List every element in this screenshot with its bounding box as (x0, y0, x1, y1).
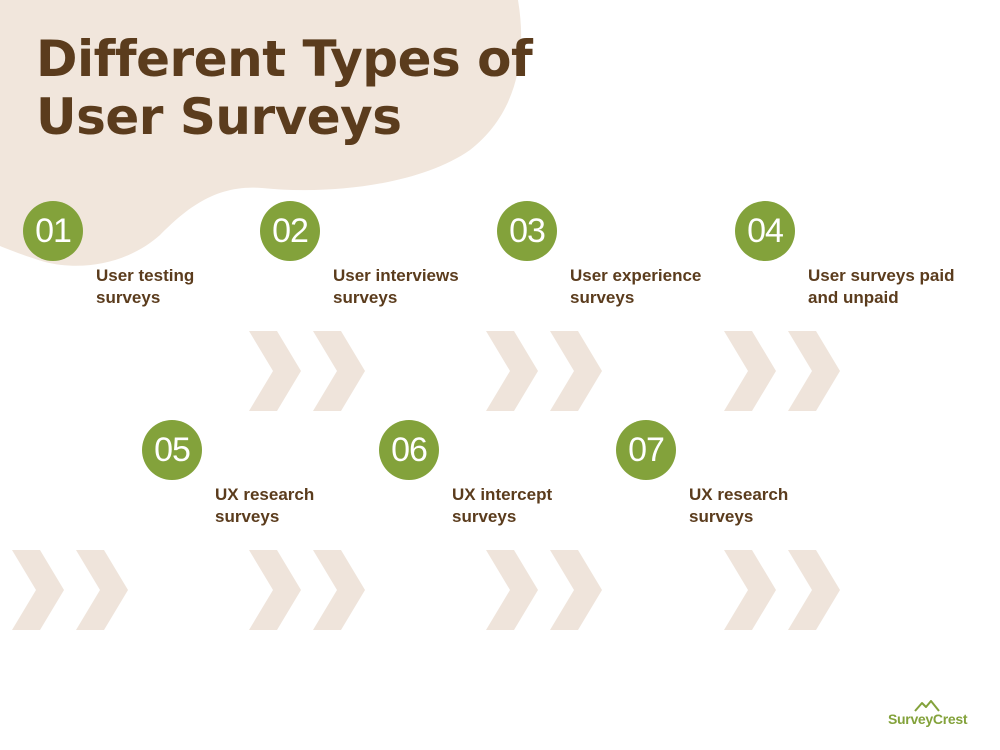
step-01: 01 User testing surveys (23, 201, 223, 321)
mountain-logo-icon (914, 700, 940, 712)
double-chevron-right-icon (724, 550, 840, 630)
step-label-line-1: User experience (570, 266, 702, 285)
step-number-badge: 01 (23, 201, 83, 261)
step-label-line-2: surveys (333, 288, 398, 307)
step-label-line-2: surveys (96, 288, 161, 307)
step-label: UX research surveys (215, 484, 395, 528)
brand-name: SurveyCrest (888, 711, 968, 727)
step-03: 03 User experience surveys (497, 201, 701, 321)
step-label-line-1: UX research (689, 485, 789, 504)
step-02: 02 User interviews surveys (260, 201, 460, 321)
title-line-2: User Surveys (36, 88, 402, 146)
step-number-badge: 02 (260, 201, 320, 261)
step-number-badge: 03 (497, 201, 557, 261)
surveycrest-logo: SurveyCrest (888, 700, 978, 730)
double-chevron-right-icon (12, 550, 128, 630)
title-line-1: Different Types of (36, 30, 533, 88)
step-number-badge: 04 (735, 201, 795, 261)
step-label-line-2: surveys (452, 507, 517, 526)
step-label-line-2: surveys (570, 288, 635, 307)
step-number-badge: 06 (379, 420, 439, 480)
step-05: 05 UX research surveys (142, 420, 342, 540)
step-number-badge: 05 (142, 420, 202, 480)
step-label-line-1: User interviews (333, 266, 459, 285)
step-04: 04 User surveys paid and unpaid (735, 201, 954, 321)
page-title: Different Types of User Surveys (36, 30, 533, 146)
double-chevron-right-icon (486, 331, 602, 411)
step-label: UX intercept surveys (452, 484, 632, 528)
step-label: UX research surveys (689, 484, 869, 528)
step-number-badge: 07 (616, 420, 676, 480)
step-label-line-2: surveys (215, 507, 280, 526)
step-label-line-1: User surveys paid (808, 266, 955, 285)
step-label-line-2: surveys (689, 507, 754, 526)
step-label-line-2: and unpaid (808, 288, 899, 307)
step-07: 07 UX research surveys (616, 420, 816, 540)
step-label: User testing surveys (96, 265, 276, 309)
step-label: User interviews surveys (333, 265, 513, 309)
double-chevron-right-icon (724, 331, 840, 411)
double-chevron-right-icon (249, 550, 365, 630)
double-chevron-right-icon (486, 550, 602, 630)
step-06: 06 UX intercept surveys (379, 420, 579, 540)
step-label-line-1: User testing (96, 266, 195, 285)
step-label-line-1: UX research (215, 485, 315, 504)
double-chevron-right-icon (249, 331, 365, 411)
step-label-line-1: UX intercept (452, 485, 553, 504)
step-label: User surveys paid and unpaid (808, 265, 988, 309)
background-blob (0, 0, 522, 266)
step-label: User experience surveys (570, 265, 750, 309)
